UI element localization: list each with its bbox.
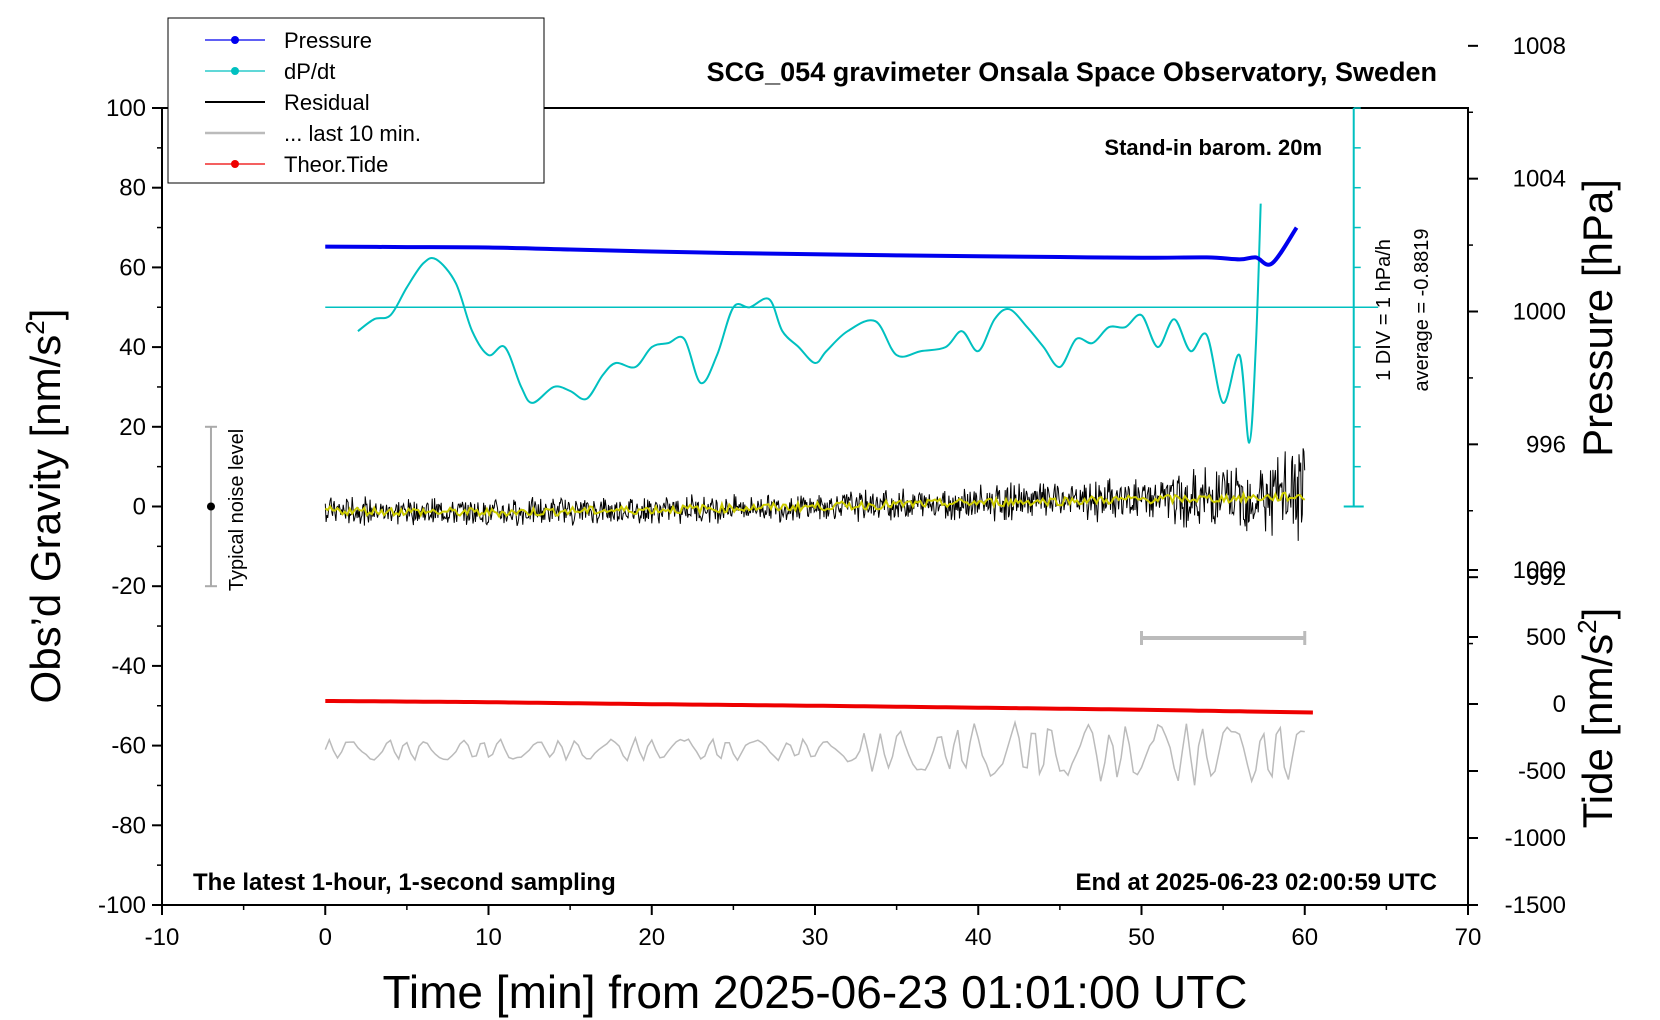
tide-tick-label: 1000	[1513, 557, 1566, 584]
y-axis-label-tide-sup: 2	[1572, 619, 1602, 633]
legend-label: Pressure	[284, 28, 372, 53]
pressure-line	[325, 226, 1299, 267]
y-tick-label: -100	[98, 892, 146, 919]
x-tick-label: 0	[319, 924, 332, 951]
x-tick-label: 60	[1291, 924, 1318, 951]
y-tick-label: -80	[111, 812, 146, 839]
legend-label: Residual	[284, 90, 370, 115]
x-tick-label: 40	[965, 924, 992, 951]
subtitle-right: End at 2025-06-23 02:00:59 UTC	[1076, 869, 1438, 896]
y-tick-label: 100	[106, 95, 146, 122]
legend: Pressure dP/dt Residual ... last 10 min. The…	[167, 17, 545, 184]
y-tick-label: -40	[111, 653, 146, 680]
x-tick-label: -10	[145, 924, 180, 951]
pressure-tick-label: 1004	[1513, 166, 1566, 193]
y-tick-label: -60	[111, 733, 146, 760]
noise-level-label: Typical noise level	[226, 429, 248, 591]
pressure-tick-label: 992	[1526, 564, 1566, 591]
tide-line	[325, 699, 1313, 715]
legend-box	[167, 17, 545, 184]
tide-tick-label: 500	[1526, 624, 1566, 651]
y-tick-label: 40	[119, 334, 146, 361]
x-tick-label: 10	[475, 924, 502, 951]
legend-label: Theor.Tide	[284, 152, 388, 177]
pressure-tick-label: 1008	[1513, 33, 1566, 60]
axis-ticks: -10 0 10 20 30 40 50 60 70100806040200-20-40-60-…	[98, 33, 1566, 951]
residual-series	[324, 448, 1306, 541]
legend-label: ... last 10 min.	[284, 121, 421, 146]
dpdt-scale-label: 1 DIV = 1 hPa/h	[1373, 239, 1395, 381]
tide-tick-label: -500	[1518, 758, 1566, 785]
y-axis-label-tide-close: ]	[1574, 608, 1621, 620]
y-axis-label-left-sup: 2	[20, 320, 50, 334]
y-tick-label: 60	[119, 254, 146, 281]
y-axis-label-tide-main: Tide [nm/s	[1574, 634, 1621, 829]
y-tick-label: 0	[133, 494, 146, 521]
x-tick-label: 70	[1455, 924, 1482, 951]
y-axis-label-tide: Tide [nm/s2]	[1572, 608, 1621, 829]
legend-marker	[231, 36, 239, 44]
line-series-group	[325, 203, 1379, 715]
x-tick-label: 20	[638, 924, 665, 951]
legend-label: dP/dt	[284, 59, 335, 84]
barometer-note: Stand-in barom. 20m	[1104, 135, 1322, 160]
residual-smoothed-line	[324, 490, 1306, 519]
x-tick-label: 50	[1128, 924, 1155, 951]
dpdt-average-label: average = -0.8819	[1411, 229, 1433, 392]
y-tick-label: 80	[119, 175, 146, 202]
legend-marker	[231, 160, 239, 168]
y-axis-label-pressure: Pressure [hPa]	[1574, 179, 1621, 457]
y-axis-label-left-close: ]	[22, 309, 69, 321]
tide-tick-label: 0	[1553, 691, 1566, 718]
residual-line	[324, 448, 1306, 541]
subtitle-left: The latest 1-hour, 1-second sampling	[193, 869, 616, 896]
dpdt-line	[357, 203, 1262, 444]
pressure-tick-label: 996	[1526, 431, 1566, 458]
tide-tick-label: -1500	[1505, 892, 1566, 919]
dpdt-scale-axis	[1343, 107, 1364, 508]
y-axis-label-left: Obs’d Gravity [nm/s2]	[20, 309, 69, 704]
chart-annotations	[204, 425, 1307, 646]
x-tick-label: 30	[802, 924, 829, 951]
y-tick-label: 20	[119, 414, 146, 441]
noise-level-dot	[206, 502, 215, 511]
y-tick-label: -20	[111, 573, 146, 600]
legend-marker	[231, 67, 239, 75]
chart-title: SCG_054 gravimeter Onsala Space Observat…	[707, 57, 1437, 87]
pressure-tick-label: 1000	[1513, 299, 1566, 326]
last10-line	[324, 719, 1305, 786]
last10-series	[324, 719, 1305, 786]
y-axis-label-left-main: Obs’d Gravity [nm/s	[22, 335, 69, 704]
legend-items: Pressure dP/dt Residual ... last 10 min. The…	[205, 28, 421, 177]
tide-tick-label: -1000	[1505, 825, 1566, 852]
x-axis-label: Time [min] from 2025-06-23 01:01:00 UTC	[383, 966, 1248, 1018]
